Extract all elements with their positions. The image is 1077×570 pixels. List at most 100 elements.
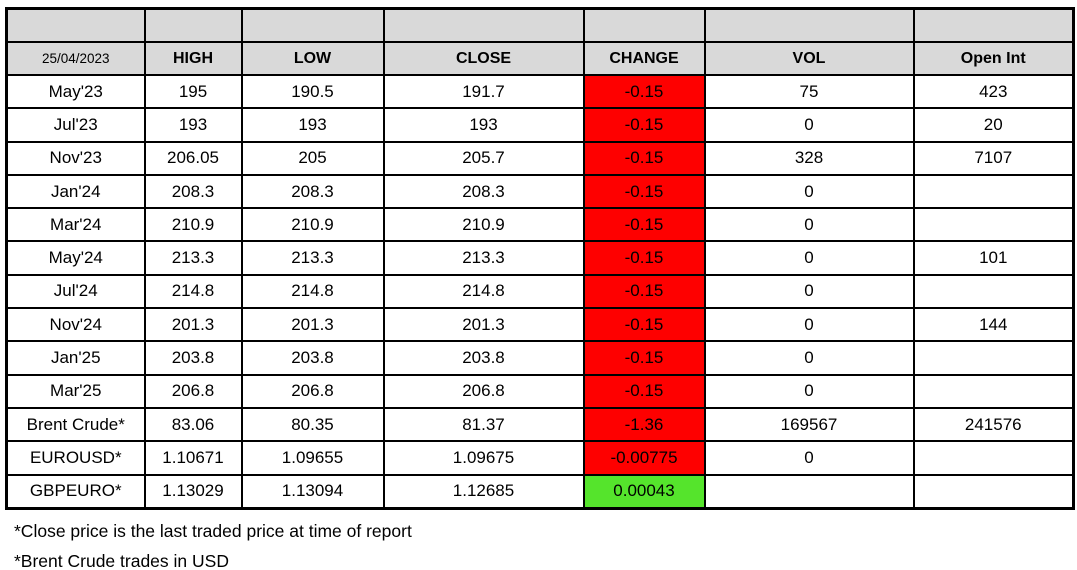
- contract-label: May'24: [5, 240, 146, 276]
- report-date: 25/04/2023: [5, 41, 146, 76]
- col-header-change: CHANGE: [582, 41, 706, 76]
- open-int-value: 144: [912, 307, 1075, 343]
- contract-label: GBPEURO*: [5, 473, 146, 510]
- open-int-value: [912, 340, 1075, 376]
- low-value: 80.35: [240, 406, 385, 443]
- close-value: 203.8: [382, 340, 585, 376]
- open-int-value: 101: [912, 240, 1075, 276]
- contract-label: Jul'24: [5, 273, 146, 310]
- high-value: 195: [143, 73, 243, 110]
- contract-label: Nov'23: [5, 140, 146, 176]
- low-value: 205: [240, 140, 385, 176]
- col-header-high: HIGH: [143, 41, 243, 76]
- change-value: -0.00775: [582, 440, 706, 476]
- high-value: 208.3: [143, 173, 243, 210]
- vol-value: 0: [703, 107, 915, 143]
- change-value: -0.15: [582, 273, 706, 310]
- table-row: May'24 213.3 213.3 213.3 -0.15 0 101: [5, 240, 1075, 276]
- vol-value: 169567: [703, 406, 915, 443]
- spacer-cell: [912, 7, 1075, 43]
- high-value: 206.8: [143, 373, 243, 409]
- spacer-cell: [382, 7, 585, 43]
- spacer-cell: [143, 7, 243, 43]
- close-value: 191.7: [382, 73, 585, 110]
- high-value: 193: [143, 107, 243, 143]
- futures-price-table: 25/04/2023 HIGH LOW CLOSE CHANGE VOL Ope…: [5, 7, 1075, 510]
- table-row: EUROUSD* 1.10671 1.09655 1.09675 -0.00775 0: [5, 440, 1075, 476]
- low-value: 206.8: [240, 373, 385, 409]
- change-value: -0.15: [582, 73, 706, 110]
- spacer-cell: [5, 7, 146, 43]
- table-row: Jan'25 203.8 203.8 203.8 -0.15 0: [5, 340, 1075, 376]
- close-value: 208.3: [382, 173, 585, 210]
- close-value: 81.37: [382, 406, 585, 443]
- open-int-value: [912, 373, 1075, 409]
- low-value: 213.3: [240, 240, 385, 276]
- vol-value: 0: [703, 273, 915, 310]
- contract-label: Jul'23: [5, 107, 146, 143]
- high-value: 203.8: [143, 340, 243, 376]
- low-value: 201.3: [240, 307, 385, 343]
- high-value: 213.3: [143, 240, 243, 276]
- close-value: 201.3: [382, 307, 585, 343]
- low-value: 1.13094: [240, 473, 385, 510]
- vol-value: 0: [703, 373, 915, 409]
- close-value: 214.8: [382, 273, 585, 310]
- low-value: 214.8: [240, 273, 385, 310]
- header-row: 25/04/2023 HIGH LOW CLOSE CHANGE VOL Ope…: [5, 41, 1075, 76]
- high-value: 214.8: [143, 273, 243, 310]
- table-row: Mar'25 206.8 206.8 206.8 -0.15 0: [5, 373, 1075, 409]
- table-row: GBPEURO* 1.13029 1.13094 1.12685 0.00043: [5, 473, 1075, 510]
- high-value: 206.05: [143, 140, 243, 176]
- table-row: Brent Crude* 83.06 80.35 81.37 -1.36 169567 24…: [5, 406, 1075, 443]
- col-header-low: LOW: [240, 41, 385, 76]
- change-value: -0.15: [582, 373, 706, 409]
- table-row: Nov'24 201.3 201.3 201.3 -0.15 0 144: [5, 307, 1075, 343]
- close-value: 210.9: [382, 207, 585, 243]
- change-value: -0.15: [582, 140, 706, 176]
- change-value: -0.15: [582, 173, 706, 210]
- close-value: 1.09675: [382, 440, 585, 476]
- open-int-value: [912, 440, 1075, 476]
- vol-value: 328: [703, 140, 915, 176]
- change-value: -0.15: [582, 340, 706, 376]
- contract-label: May'23: [5, 73, 146, 110]
- open-int-value: [912, 207, 1075, 243]
- close-value: 1.12685: [382, 473, 585, 510]
- contract-label: Jan'24: [5, 173, 146, 210]
- spacer-row: [5, 7, 1075, 43]
- change-value: -1.36: [582, 406, 706, 443]
- close-value: 193: [382, 107, 585, 143]
- table-row: May'23 195 190.5 191.7 -0.15 75 423: [5, 73, 1075, 110]
- spacer-cell: [703, 7, 915, 43]
- high-value: 1.10671: [143, 440, 243, 476]
- change-value: -0.15: [582, 107, 706, 143]
- change-value: 0.00043: [582, 473, 706, 510]
- vol-value: 0: [703, 207, 915, 243]
- open-int-value: 20: [912, 107, 1075, 143]
- low-value: 193: [240, 107, 385, 143]
- footnotes: *Close price is the last traded price at…: [14, 516, 412, 570]
- vol-value: 0: [703, 240, 915, 276]
- open-int-value: 7107: [912, 140, 1075, 176]
- table-row: Jul'23 193 193 193 -0.15 0 20: [5, 107, 1075, 143]
- high-value: 210.9: [143, 207, 243, 243]
- contract-label: EUROUSD*: [5, 440, 146, 476]
- col-header-open-int: Open Int: [912, 41, 1075, 76]
- table-body: May'23 195 190.5 191.7 -0.15 75 423 Jul'23 193 19…: [5, 73, 1075, 510]
- contract-label: Brent Crude*: [5, 406, 146, 443]
- low-value: 208.3: [240, 173, 385, 210]
- change-value: -0.15: [582, 307, 706, 343]
- high-value: 201.3: [143, 307, 243, 343]
- open-int-value: [912, 173, 1075, 210]
- open-int-value: [912, 473, 1075, 510]
- vol-value: 0: [703, 340, 915, 376]
- close-value: 213.3: [382, 240, 585, 276]
- table-row: Jul'24 214.8 214.8 214.8 -0.15 0: [5, 273, 1075, 310]
- col-header-vol: VOL: [703, 41, 915, 76]
- vol-value: 0: [703, 173, 915, 210]
- change-value: -0.15: [582, 240, 706, 276]
- low-value: 1.09655: [240, 440, 385, 476]
- low-value: 210.9: [240, 207, 385, 243]
- open-int-value: 241576: [912, 406, 1075, 443]
